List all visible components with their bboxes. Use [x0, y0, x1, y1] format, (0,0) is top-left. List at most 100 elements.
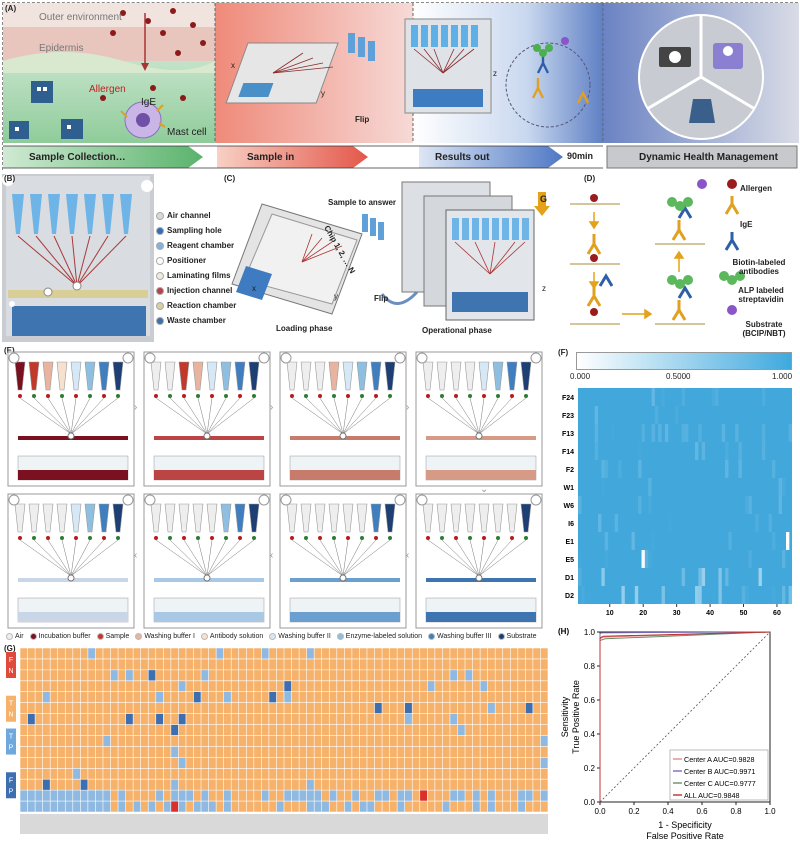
heatmap-f-cell	[664, 424, 669, 442]
roc-legend-label: ALL AUC=0.9848	[684, 791, 739, 800]
heatmap-g-cell	[374, 702, 383, 714]
panel-a-graphic	[3, 3, 799, 171]
step-arrow: ›	[134, 402, 137, 413]
heatmap-g-cell	[42, 801, 51, 812]
heatmap-f-cell	[578, 496, 582, 514]
roc-x-tick-label: 1.0	[764, 807, 776, 816]
heatmap-g-cell	[148, 669, 156, 681]
d-legend-alp: ALP labeled streptavidin	[738, 286, 784, 304]
heatmap-g-cell	[178, 713, 186, 725]
step-arrow: ⌄	[480, 484, 488, 495]
heatmap-g-cell	[517, 801, 526, 812]
roc-legend-label: Center B AUC=0.9971	[684, 767, 755, 776]
heatmap-f-cell	[594, 424, 599, 442]
heatmap-g-cell	[178, 680, 186, 692]
heatmap-f-cell	[614, 514, 619, 532]
heatmap-f-row-label: F13	[562, 431, 574, 438]
heatmap-g-cell	[102, 790, 111, 802]
heatmap-g-cell	[102, 735, 111, 747]
heatmap-f-cell	[651, 424, 655, 442]
heatmap-g-cell	[118, 801, 126, 812]
d-legend-ige: IgE	[740, 220, 753, 229]
heatmap-f-cell	[748, 550, 752, 568]
legend-e-text: Washing buffer I	[144, 632, 195, 640]
heatmap-g-cell	[95, 790, 103, 802]
heatmap-g-cell	[306, 790, 315, 802]
heatmap-g-cell	[306, 801, 315, 812]
heatmap-f-cell	[605, 550, 608, 568]
heatmap-f-cell	[761, 388, 766, 406]
heatmap-g-cell	[155, 790, 164, 802]
heatmap-f-cell	[695, 442, 699, 460]
heatmap-f-cell	[601, 460, 605, 478]
legend-b-swatch	[156, 226, 164, 235]
heatmap-f-cell	[654, 406, 659, 424]
legend-e-text: Washing buffer II	[278, 632, 331, 640]
heatmap-f-cell	[788, 586, 792, 604]
legend-b-item: Air channel	[156, 208, 236, 223]
heatmap-f-cell	[594, 406, 599, 424]
heatmap-g-cell	[449, 790, 458, 802]
heatmap-g-footer	[20, 814, 548, 834]
heatmap-g-cell	[133, 801, 141, 812]
heatmap-g-cell	[178, 801, 186, 812]
heatmap-g-cell	[261, 790, 269, 802]
panel-b-label: (B)	[4, 174, 16, 183]
heatmap-f-cell	[761, 442, 766, 460]
heatmap-g-cell	[487, 702, 496, 714]
flip-label-c: Flip	[374, 294, 389, 303]
heatmap-f-cell	[735, 424, 739, 442]
legend-e-text: Enzyme-labeled solution	[345, 632, 423, 640]
heatmap-f-tick-label: 30	[673, 610, 681, 617]
step-time: 90min	[567, 151, 594, 161]
legend-e-swatch	[428, 632, 436, 640]
heatmap-g-cell	[223, 790, 232, 802]
legend-b-text: Reaction chamber	[167, 301, 237, 310]
legend-b-swatch	[156, 211, 164, 220]
roc-y-tick-label: 1.0	[584, 628, 596, 637]
step-arrow: ›	[406, 402, 409, 413]
panel-e-label: (E)	[4, 346, 15, 355]
legend-e-item: Washing buffer III	[428, 632, 492, 640]
heatmap-g-cell	[540, 735, 548, 747]
roc-x-tick-label: 0.4	[662, 807, 674, 816]
heatmap-f-cell	[761, 424, 766, 442]
heatmap-f-cell	[725, 442, 729, 460]
heatmap-g-cell	[284, 680, 292, 692]
heatmap-g-cell	[178, 757, 186, 769]
heatmap-g-cell	[261, 648, 269, 659]
chip-step	[415, 493, 543, 629]
heatmap-g-cell	[35, 790, 43, 802]
axis-x-c: x	[252, 284, 256, 293]
heatmap-f-cell	[641, 550, 645, 568]
heatmap-g-cell	[80, 801, 88, 812]
heatmap-g-cell	[299, 790, 307, 802]
heatmap-f-cell	[781, 586, 786, 604]
heatmap-f-cell	[695, 586, 699, 604]
panel-a: (A) Outer environment Epidermis Allergen…	[2, 2, 799, 171]
colorbar	[576, 352, 792, 370]
panel-h: (H) 0.0 0.2 0.4 0.6 0.8 1.0 0.0 0.2 0.4 0.6 0.8 1.0 C…	[556, 624, 798, 847]
heatmap-g-cell	[185, 790, 194, 802]
heatmap-f-cell	[658, 424, 662, 442]
roc-legend-label: Center C AUC=0.9777	[684, 779, 756, 788]
legend-b-swatch	[156, 301, 164, 310]
heatmap-f-cell	[638, 406, 641, 424]
heatmap-f-cell	[768, 514, 772, 532]
heatmap-g-cell	[65, 801, 73, 812]
chip-step	[7, 493, 135, 629]
legend-b-item: Waste chamber	[156, 313, 236, 328]
heatmap-g-cell	[314, 790, 322, 802]
roc-x-label: False Positive Rate	[646, 831, 724, 841]
heatmap-f-cell	[648, 550, 651, 568]
heatmap-f-cell	[781, 478, 786, 496]
heatmap-g-group-swatch	[6, 728, 16, 755]
legend-e-text: Sample	[105, 632, 130, 640]
loading-phase-label: Loading phase	[276, 324, 333, 333]
legend-b-item: Injection channel	[156, 283, 236, 298]
heatmap-f-tick-label: 50	[740, 610, 748, 617]
heatmap-f-cell	[718, 568, 722, 586]
heatmap-f-cell	[681, 568, 685, 586]
heatmap-g-cell	[404, 790, 413, 802]
axis-y-c: y	[334, 292, 338, 301]
